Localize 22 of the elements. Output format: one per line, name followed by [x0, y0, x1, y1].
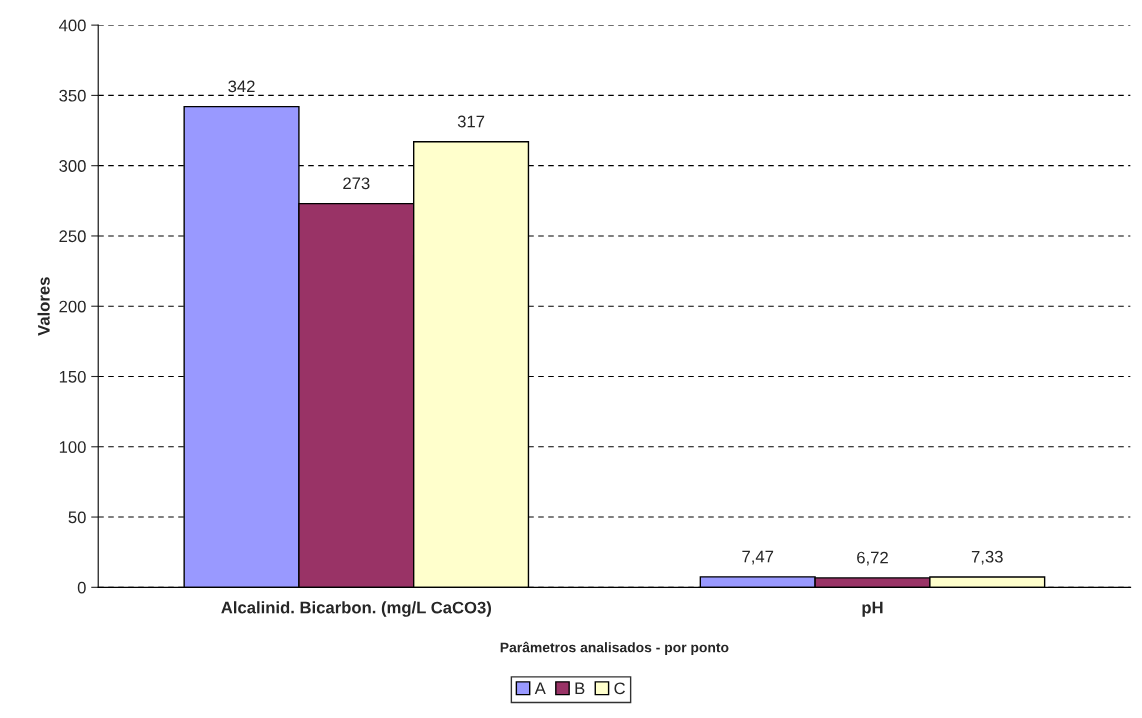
legend-label: B	[575, 682, 585, 695]
y-tick-label: 400	[58, 19, 86, 32]
y-tick-label: 250	[59, 230, 86, 243]
data-label: 317	[457, 115, 485, 128]
legend-label: C	[614, 682, 625, 695]
y-tick-label: 0	[77, 581, 86, 594]
y-tick-label: 200	[59, 300, 86, 313]
legend-label: A	[534, 682, 546, 695]
y-tick-label: 350	[59, 89, 86, 102]
x-tick-label: pH	[862, 601, 883, 617]
data-label: 273	[343, 177, 370, 190]
y-tick-label: 300	[59, 160, 86, 172]
data-label: 342	[228, 80, 255, 93]
y-tick-label: 150	[59, 370, 86, 383]
y-axis-title: Valores	[37, 277, 50, 336]
data-label: 6,72	[857, 551, 888, 566]
y-tick-label: 50	[68, 511, 86, 524]
x-axis-title: Parâmetros analisados - por ponto	[500, 641, 729, 656]
data-label: 7,33	[971, 550, 1003, 565]
y-tick-label: 100	[59, 441, 86, 453]
data-label: 7,47	[742, 550, 774, 565]
x-tick-label: Alcalinid. Bicarbon. (mg/L CaCO3)	[221, 601, 491, 617]
